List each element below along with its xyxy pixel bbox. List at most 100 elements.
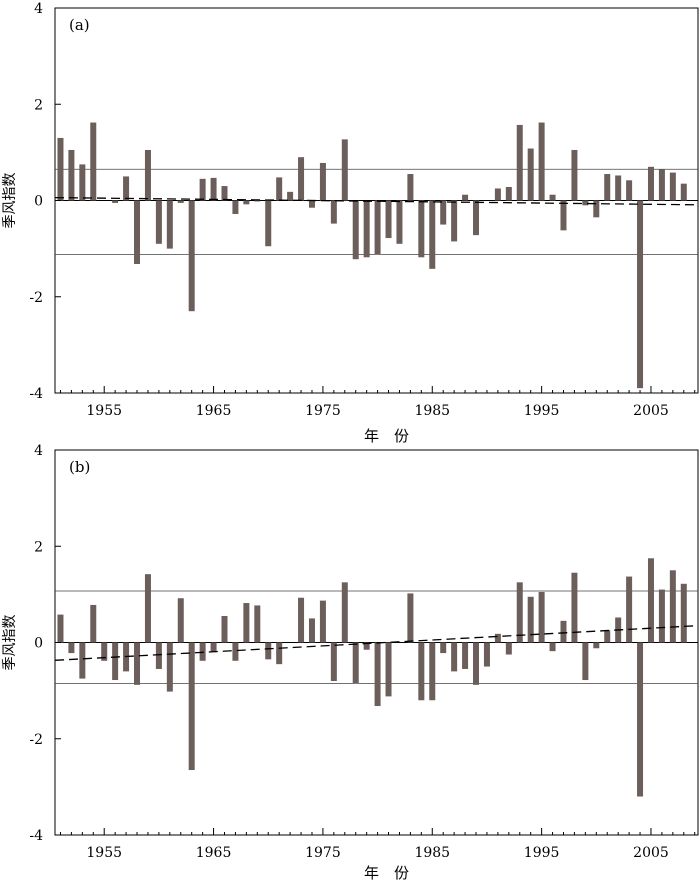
bar <box>221 616 228 643</box>
bar <box>341 582 348 643</box>
bar <box>429 200 436 269</box>
bar <box>658 169 665 201</box>
bar <box>199 178 206 201</box>
y-tick-label: -4 <box>29 386 43 402</box>
bar <box>177 200 184 203</box>
bar <box>330 200 337 224</box>
bar <box>90 122 97 201</box>
x-tick-label: 1955 <box>86 403 122 419</box>
bar <box>210 642 217 653</box>
bar <box>363 642 370 650</box>
bar <box>243 603 250 643</box>
bar <box>571 572 578 643</box>
bar <box>407 593 414 643</box>
bar <box>134 642 141 685</box>
y-axis-label: 季风指数 <box>2 173 18 229</box>
bar <box>582 200 589 206</box>
chart-panel-b: -4 -2 0 2 4 1955 1965 1975 1985 1995 2005 (b) 年 份 季风指… <box>2 443 699 882</box>
y-tick-label: -2 <box>29 290 43 306</box>
bar <box>669 172 676 201</box>
bar <box>560 200 567 231</box>
bar <box>352 200 359 260</box>
bar <box>647 166 654 201</box>
bar <box>582 642 589 681</box>
trend-line <box>54 196 699 206</box>
bar <box>637 200 644 389</box>
bar <box>134 200 141 265</box>
y-tick-label: 0 <box>34 636 43 652</box>
bar <box>418 642 425 701</box>
bar <box>527 596 534 643</box>
bar <box>462 194 469 201</box>
bar <box>57 137 64 201</box>
bar <box>385 642 392 697</box>
bar <box>188 642 195 771</box>
bar <box>276 642 283 665</box>
bar <box>341 139 348 201</box>
bar <box>374 642 381 707</box>
bar <box>538 122 545 201</box>
bar <box>560 620 567 643</box>
panel-label: (b) <box>69 458 90 476</box>
bar <box>418 200 425 258</box>
bar <box>330 642 337 681</box>
bar <box>494 188 501 201</box>
bar <box>593 642 600 649</box>
trend-line <box>54 625 699 661</box>
bar <box>287 191 294 201</box>
bar <box>155 642 162 669</box>
bar <box>396 200 403 244</box>
bar <box>374 200 381 255</box>
bar <box>549 642 556 652</box>
y-tick-label: 0 <box>34 194 43 210</box>
y-tick-label: -2 <box>29 732 43 748</box>
bar <box>166 642 173 692</box>
bar <box>505 187 512 201</box>
bar <box>669 570 676 643</box>
y-tick-label: 4 <box>34 443 43 459</box>
bar <box>79 642 86 679</box>
bar <box>473 200 480 236</box>
bar <box>155 200 162 244</box>
bar <box>593 200 600 218</box>
bar <box>319 600 326 643</box>
bar <box>363 200 370 258</box>
bar <box>101 642 108 661</box>
x-tick-label: 1965 <box>196 845 232 861</box>
bar <box>352 642 359 684</box>
bar <box>232 642 239 661</box>
bar <box>680 183 687 201</box>
bar <box>385 200 392 239</box>
bar <box>473 642 480 685</box>
bar <box>626 576 633 643</box>
x-tick-label: 1995 <box>524 845 560 861</box>
bar <box>210 177 217 201</box>
bar <box>221 186 228 201</box>
bar <box>144 574 151 643</box>
bar <box>538 591 545 643</box>
bar <box>166 200 173 249</box>
bar <box>626 180 633 201</box>
x-tick-label: 1975 <box>305 845 341 861</box>
bar <box>112 200 119 203</box>
x-tick-label: 2005 <box>633 845 669 861</box>
y-tick-label: 2 <box>34 539 43 555</box>
bar <box>265 200 272 247</box>
bar <box>188 200 195 312</box>
panel-label: (a) <box>69 16 90 34</box>
bar <box>199 642 206 661</box>
chart-panel-a: -4 -2 0 2 4 1955 1965 1975 1985 1995 2005 (a) 年 份 季风指… <box>2 1 699 445</box>
bar <box>407 174 414 201</box>
bar <box>680 583 687 643</box>
bar <box>177 598 184 643</box>
bar <box>243 200 250 205</box>
bar <box>254 605 261 643</box>
bar <box>144 149 151 201</box>
bar <box>112 642 119 681</box>
y-axis-label: 季风指数 <box>2 615 18 671</box>
bar <box>516 582 523 643</box>
bar <box>516 124 523 201</box>
bar <box>658 589 665 643</box>
